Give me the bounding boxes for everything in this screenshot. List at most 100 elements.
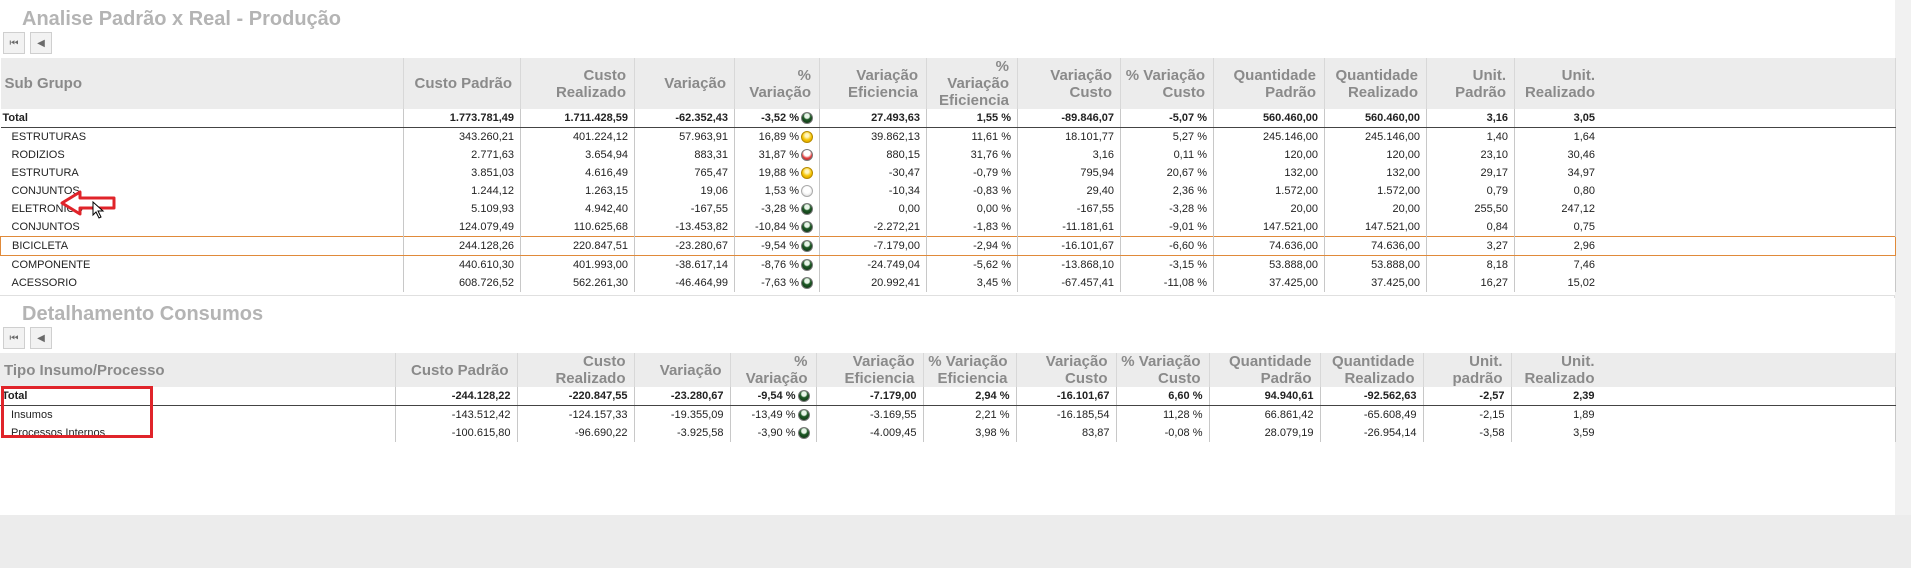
value-cell: 245.146,00: [1324, 127, 1427, 146]
column-header[interactable]: Unit. Realizado: [1511, 353, 1896, 387]
column-header[interactable]: Custo Padrão: [395, 353, 518, 387]
value-cell: -0,83 %: [926, 182, 1018, 200]
value-cell: 34,97: [1514, 164, 1896, 182]
value-cell: 1.263,15: [520, 182, 635, 200]
value-cell: 37.425,00: [1213, 274, 1325, 292]
top-panel: Analise Padrão x Real - Produção ⏮ ◀ Sub…: [0, 8, 1896, 292]
column-header[interactable]: Variação: [634, 353, 731, 387]
column-header[interactable]: Variação Eficiencia: [819, 58, 927, 109]
row-label[interactable]: RODIZIOS: [0, 146, 404, 164]
column-header[interactable]: Sub Grupo: [0, 58, 404, 109]
green-status-light-icon: [797, 427, 810, 439]
table-row[interactable]: ESTRUTURAS 343.260,21 401.224,12 57.963,91 1…: [0, 127, 1896, 146]
column-header[interactable]: % Variação Eficiencia: [926, 58, 1018, 109]
value-cell: 132,00: [1324, 164, 1427, 182]
column-header[interactable]: % Variação Custo: [1116, 353, 1210, 387]
value-cell: -3.169,55: [816, 405, 924, 424]
green-status-light-icon: [797, 409, 810, 421]
pct-variation-value: -7,63 %: [761, 277, 799, 289]
table-row[interactable]: CONJUNTOS 1.244,12 1.263,15 19,06 1,53 % -10,…: [0, 182, 1896, 200]
value-cell: 3.851,03: [403, 164, 521, 182]
total-row[interactable]: Total -244.128,22 -220.847,55 -23.280,67 -9,…: [0, 387, 1896, 406]
row-label[interactable]: Total: [0, 387, 396, 406]
value-cell: 4.942,40: [520, 200, 635, 218]
value-cell: 120,00: [1324, 146, 1427, 164]
value-cell: 3,45 %: [926, 274, 1018, 292]
row-label[interactable]: CONJUNTOS: [0, 182, 404, 200]
table-row[interactable]: COMPONENTE 440.610,30 401.993,00 -38.617,14…: [0, 255, 1896, 274]
value-cell: -2,57: [1423, 387, 1512, 406]
value-cell: -19.355,09: [634, 405, 731, 424]
column-header[interactable]: % Variação Eficiencia: [923, 353, 1017, 387]
row-label[interactable]: ACESSORIO: [0, 274, 404, 292]
column-header[interactable]: Quantidade Realizado: [1324, 58, 1427, 109]
column-header[interactable]: Unit. Padrão: [1426, 58, 1515, 109]
table-row[interactable]: BICICLETA 244.128,26 220.847,51 -23.280,67 -…: [0, 236, 1896, 256]
value-cell: 16,27: [1426, 274, 1515, 292]
first-page-button-2[interactable]: ⏮: [3, 327, 25, 349]
row-label[interactable]: ESTRUTURA: [0, 164, 404, 182]
value-cell: -244.128,22: [395, 387, 518, 406]
column-header[interactable]: Variação Custo: [1016, 353, 1117, 387]
column-header[interactable]: Variação Custo: [1017, 58, 1121, 109]
row-label[interactable]: ESTRUTURAS: [0, 127, 404, 146]
pct-variation-value: 1,53 %: [764, 185, 799, 197]
table-row[interactable]: ACESSORIO 608.726,52 562.261,30 -46.464,99 -…: [0, 274, 1896, 292]
row-label[interactable]: COMPONENTE: [0, 255, 404, 274]
value-cell: 4.616,49: [520, 164, 635, 182]
table-row[interactable]: RODIZIOS 2.771,63 3.654,94 883,31 31,87 % 880…: [0, 146, 1896, 164]
value-cell: -3,58: [1423, 424, 1512, 442]
table-row[interactable]: ELETRONICO 5.109,93 4.942,40 -167,55 -3,28 %…: [0, 200, 1896, 218]
row-label[interactable]: Insumos: [0, 405, 396, 424]
column-header[interactable]: Quantidade Realizado: [1320, 353, 1424, 387]
column-header[interactable]: Custo Realizado: [520, 58, 635, 109]
value-cell: 220.847,51: [520, 236, 635, 256]
value-cell: 0,79: [1426, 182, 1515, 200]
column-header[interactable]: % Variação: [734, 58, 820, 109]
row-label[interactable]: BICICLETA: [0, 236, 404, 256]
value-cell: 608.726,52: [403, 274, 521, 292]
value-cell: 57.963,91: [634, 127, 735, 146]
value-cell: 1.572,00: [1324, 182, 1427, 200]
value-cell: -3.925,58: [634, 424, 731, 442]
yellow-status-light-icon: [801, 167, 813, 179]
prev-page-button[interactable]: ◀: [30, 32, 52, 54]
bottom-panel-title: Detalhamento Consumos: [22, 303, 264, 325]
value-cell: -24.749,04: [819, 255, 927, 274]
value-cell: 20,67 %: [1120, 164, 1214, 182]
value-cell: -124.157,33: [517, 405, 635, 424]
table-row[interactable]: CONJUNTOS 124.079,49 110.625,68 -13.453,82 -…: [0, 218, 1896, 237]
table-row[interactable]: Processos Internos -100.615,80 -96.690,22-…: [0, 424, 1896, 442]
value-cell: -0,08 %: [1116, 424, 1210, 442]
value-cell: -143.512,42: [395, 405, 518, 424]
column-header[interactable]: Custo Padrão: [403, 58, 521, 109]
table-row[interactable]: Insumos -143.512,42 -124.157,33 -19.355,09 -…: [0, 405, 1896, 424]
column-header[interactable]: Unit. padrão: [1423, 353, 1512, 387]
vertical-scrollbar[interactable]: [1894, 0, 1911, 515]
value-cell: 795,94: [1017, 164, 1121, 182]
column-header[interactable]: % Variação Custo: [1120, 58, 1214, 109]
column-header[interactable]: Quantidade Padrão: [1213, 58, 1325, 109]
row-label[interactable]: CONJUNTOS: [0, 218, 404, 237]
value-cell: -2,94 %: [926, 236, 1018, 256]
value-cell: 147.521,00: [1213, 218, 1325, 237]
total-row[interactable]: Total 1.773.781,49 1.711.428,59 -62.352,43 -…: [0, 109, 1896, 128]
first-page-button[interactable]: ⏮: [3, 32, 25, 54]
grey-status-light-icon: [801, 185, 813, 197]
value-cell: 20,00: [1213, 200, 1325, 218]
value-cell: 1,40: [1426, 127, 1515, 146]
column-header[interactable]: Unit. Realizado: [1514, 58, 1896, 109]
prev-page-button-2[interactable]: ◀: [30, 327, 52, 349]
column-header[interactable]: Variação: [634, 58, 735, 109]
column-header[interactable]: Tipo Insumo/Processo: [0, 353, 396, 387]
table-row[interactable]: ESTRUTURA 3.851,03 4.616,49 765,47 19,88 % -3…: [0, 164, 1896, 182]
column-header[interactable]: Variação Eficiencia: [816, 353, 924, 387]
value-cell: 244.128,26: [403, 236, 521, 256]
column-header[interactable]: % Variação: [730, 353, 817, 387]
value-cell: -13.453,82: [634, 218, 735, 237]
row-label[interactable]: Total: [0, 109, 404, 128]
column-header[interactable]: Quantidade Padrão: [1209, 353, 1321, 387]
value-cell: 2,36 %: [1120, 182, 1214, 200]
prev-page-icon: ◀: [37, 37, 45, 49]
column-header[interactable]: Custo Realizado: [517, 353, 635, 387]
